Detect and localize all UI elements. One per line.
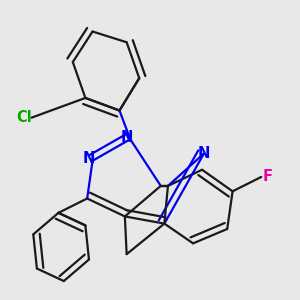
Text: N: N [198, 146, 210, 161]
Text: N: N [121, 130, 133, 145]
Text: N: N [83, 152, 95, 166]
Text: F: F [263, 169, 273, 184]
Text: Cl: Cl [16, 110, 32, 125]
